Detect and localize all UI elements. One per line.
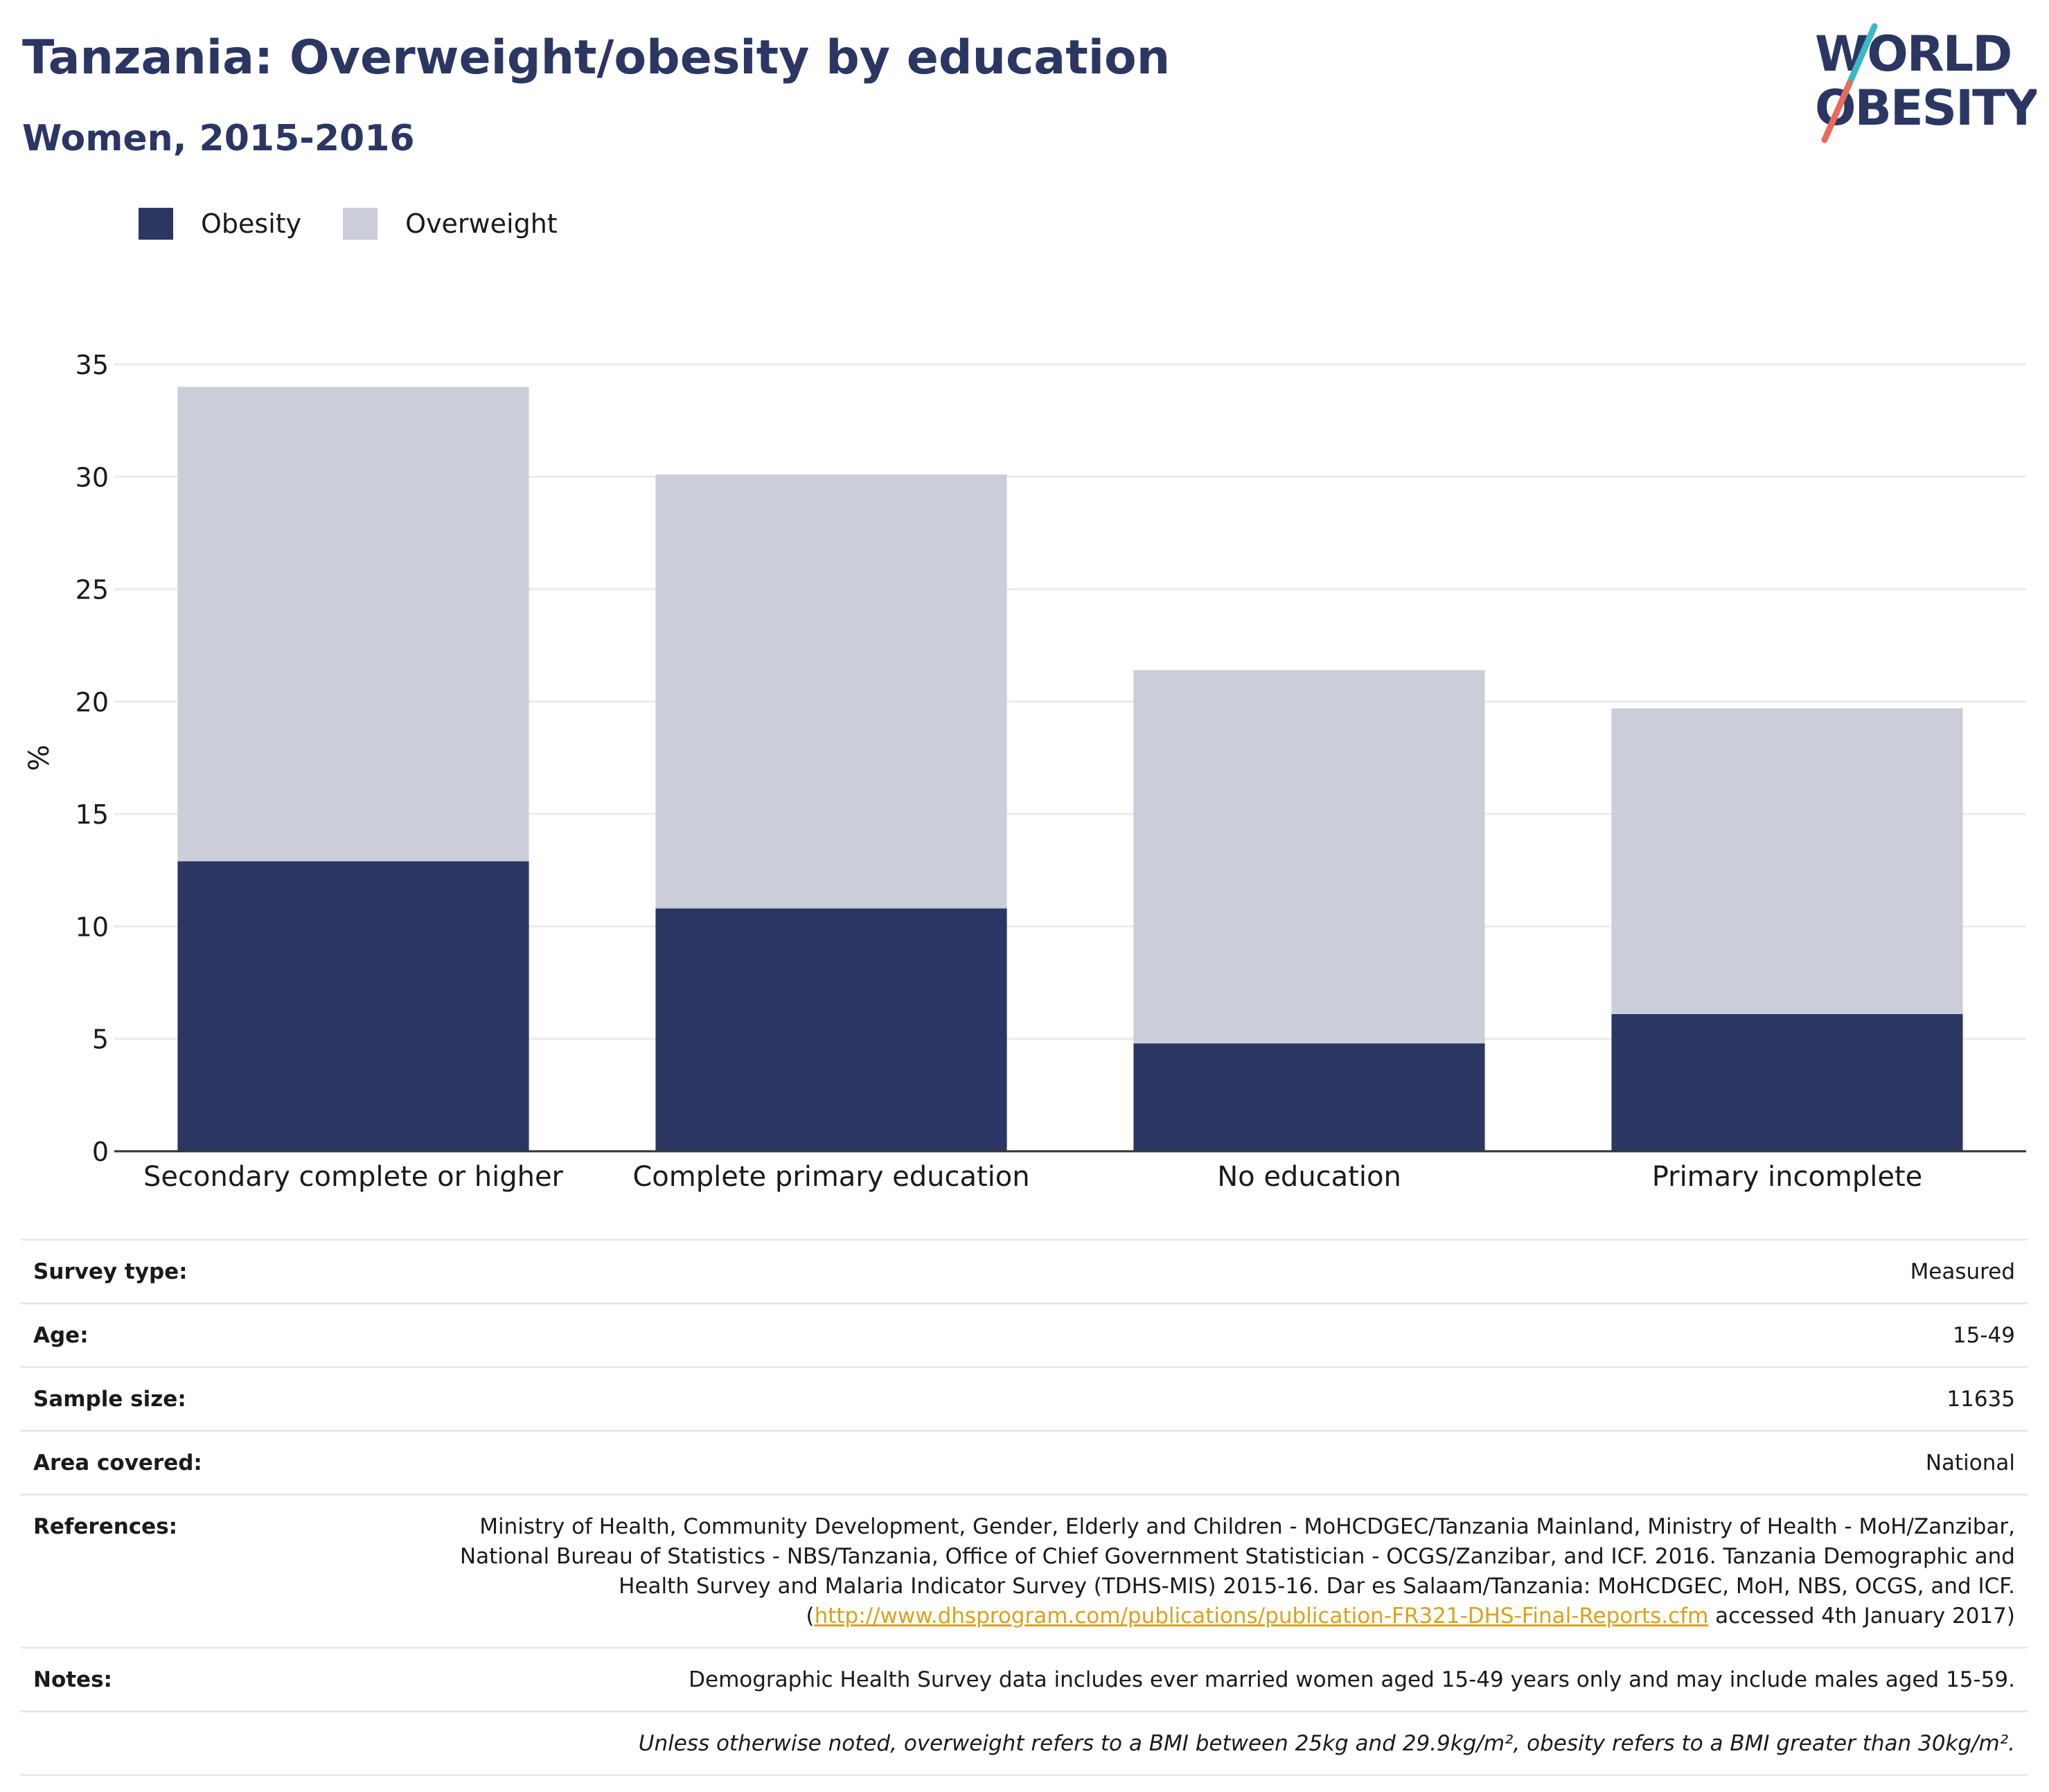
stacked-bar-chart: 0 5 10 15 20 25 30 35% Secondary complete or hig…	[24, 350, 2026, 1193]
notes-value: Demographic Health Survey data includes …	[689, 1667, 2015, 1692]
logo-slash-teal	[1846, 23, 1878, 87]
legend-item-overweight[interactable]: Overweight	[343, 208, 558, 240]
y-tick-label: 35	[76, 350, 109, 380]
sample-size-label: Sample size:	[33, 1387, 186, 1412]
legend-item-obesity[interactable]: Obesity	[139, 208, 301, 240]
area-value: National	[1925, 1451, 2015, 1475]
info-row-notes: Notes: Demographic Health Survey data in…	[21, 1647, 2028, 1710]
age-value: 15-49	[1952, 1323, 2015, 1348]
info-row-references: References: Ministry of Health, Communit…	[21, 1493, 2028, 1647]
y-tick-label: 5	[92, 1024, 109, 1055]
bar-obesity-2	[655, 908, 1007, 1151]
y-tick-label: 15	[76, 799, 109, 830]
logo-text-world: WORLD	[1815, 26, 2011, 82]
info-row-sample-size: Sample size: 11635	[21, 1366, 2028, 1430]
references-text: Ministry of Health, Community Developmen…	[459, 1514, 2015, 1629]
x-tick-label: Primary incomplete	[1652, 1161, 1923, 1193]
logo-text-obesity: OBESITY	[1815, 80, 2037, 136]
sample-size-value: 11635	[1946, 1387, 2015, 1412]
chart-legend: Obesity Overweight	[139, 208, 599, 240]
bar-obesity-3	[1133, 1043, 1485, 1151]
x-tick-label: No education	[1217, 1161, 1401, 1193]
bar-obesity-4	[1611, 1014, 1963, 1151]
references-suffix: accessed 4th January 2017)	[1708, 1604, 2015, 1629]
y-tick-label: 20	[76, 687, 109, 718]
chart-subtitle: Women, 2015-2016	[22, 118, 415, 159]
y-tick-label: 10	[76, 912, 109, 942]
references-link[interactable]: http://www.dhsprogram.com/publications/p…	[814, 1604, 1709, 1629]
chart-title: Tanzania: Overweight/obesity by educatio…	[22, 30, 1171, 85]
info-row-area: Area covered: National	[21, 1430, 2028, 1493]
y-tick-label: 30	[76, 462, 109, 493]
logo-slash-coral	[1821, 80, 1853, 143]
survey-type-value: Measured	[1910, 1259, 2015, 1284]
legend-label-overweight: Overweight	[405, 209, 558, 239]
legend-label-obesity: Obesity	[201, 209, 302, 239]
info-row-age: Age: 15-49	[21, 1302, 2028, 1366]
info-row-survey-type: Survey type: Measured	[21, 1239, 2028, 1302]
x-tick-label: Complete primary education	[632, 1161, 1029, 1193]
survey-type-label: Survey type:	[33, 1259, 188, 1284]
legend-swatch-obesity	[139, 208, 173, 240]
world-obesity-logo: WORLD OBESITY	[1815, 23, 2037, 143]
y-tick-label: 0	[92, 1137, 109, 1167]
bmi-footnote: Unless otherwise noted, overweight refer…	[638, 1731, 2015, 1756]
age-label: Age:	[33, 1323, 89, 1348]
legend-swatch-overweight	[343, 208, 378, 240]
x-tick-label: Secondary complete or higher	[143, 1161, 564, 1193]
references-label: References:	[33, 1514, 178, 1539]
references-value: Ministry of Health, Community Developmen…	[422, 1512, 2015, 1631]
info-row-footnote: Unless otherwise noted, overweight refer…	[21, 1710, 2028, 1776]
notes-label: Notes:	[33, 1667, 112, 1692]
y-tick-label: 25	[76, 575, 109, 605]
area-label: Area covered:	[33, 1451, 202, 1475]
bar-overweight-2	[655, 474, 1007, 909]
bar-obesity-1	[177, 861, 529, 1151]
bar-overweight-1	[177, 387, 529, 862]
bar-overweight-3	[1133, 670, 1485, 1044]
y-axis-label: %	[24, 745, 55, 771]
survey-info-table: Survey type: Measured Age: 15-49 Sample …	[21, 1239, 2028, 1776]
bar-overweight-4	[1611, 708, 1963, 1015]
